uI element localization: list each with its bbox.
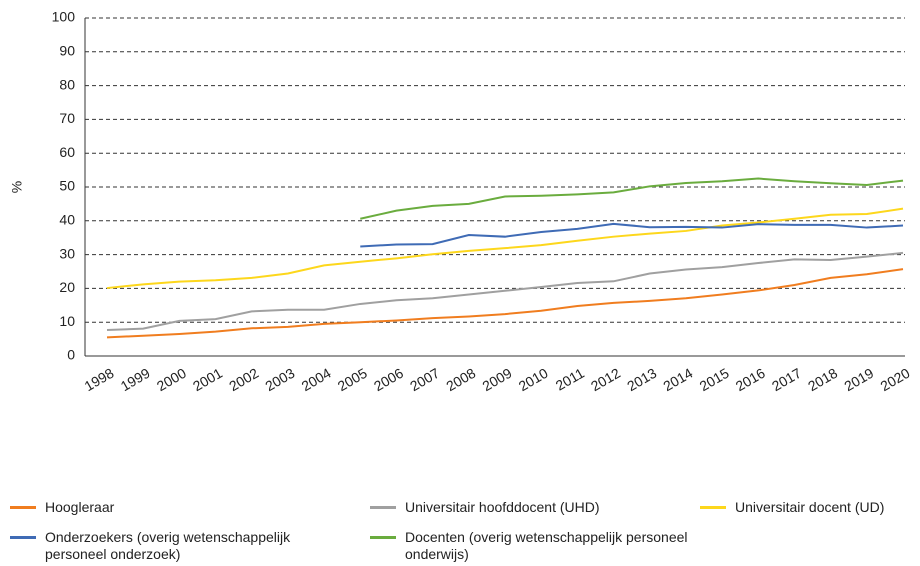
legend-label: Onderzoekers (overig wetenschappelijk pe… <box>45 529 291 562</box>
x-tick-label: 2019 <box>841 365 876 395</box>
x-tick-label: 2020 <box>878 365 913 395</box>
x-tick-label: 2010 <box>516 365 551 395</box>
legend-label: Universitair hoofddocent (UHD) <box>405 499 600 515</box>
x-tick-label: 2013 <box>624 365 659 395</box>
y-tick-label: 30 <box>59 245 75 261</box>
x-tick-label: 2015 <box>697 365 732 395</box>
series-line <box>106 251 904 331</box>
y-tick-label: 20 <box>59 279 75 295</box>
y-tick-label: 10 <box>59 313 75 329</box>
x-tick-label: 2014 <box>660 365 695 395</box>
y-tick-label: 80 <box>59 76 75 92</box>
x-tick-label: 2007 <box>407 365 442 395</box>
legend-label: Docenten (overig wetenschappelijk person… <box>405 529 688 562</box>
x-tick-label: 2011 <box>553 365 587 394</box>
chart: % 0 10 20 30 40 50 60 70 80 90 100 1998 1999 2000 2001… <box>9 9 913 395</box>
legend-swatch <box>10 536 36 539</box>
y-tick-label: 100 <box>52 9 76 25</box>
series-line <box>106 268 904 339</box>
y-tick-label: 50 <box>59 178 75 194</box>
x-tick-label: 2004 <box>299 365 334 395</box>
x-tick-label: 1998 <box>82 365 117 395</box>
x-tick-label: 2012 <box>588 365 623 395</box>
x-tick-label: 1999 <box>118 365 153 395</box>
x-tick-label: 2018 <box>805 365 840 395</box>
x-tick-label: 2003 <box>262 365 297 395</box>
x-tick-label: 2009 <box>480 365 515 395</box>
y-tick-label: 0 <box>67 347 75 363</box>
y-tick-label: 60 <box>59 144 75 160</box>
legend-swatch <box>700 506 726 509</box>
x-tick-label: 2001 <box>190 365 225 395</box>
legend-label: Universitair docent (UD) <box>735 499 885 515</box>
y-tick-label: 40 <box>59 212 75 228</box>
series-line <box>106 207 904 290</box>
y-tick-label: 70 <box>59 110 75 126</box>
legend-swatch <box>370 536 396 539</box>
series-line <box>360 177 904 220</box>
y-tick-label: 90 <box>59 43 75 59</box>
series-line <box>360 222 904 248</box>
x-tick-label: 2005 <box>335 365 370 395</box>
legend-swatch <box>10 506 36 509</box>
legend-label: Hoogleraar <box>45 499 115 515</box>
x-tick-label: 2002 <box>226 365 261 395</box>
x-tick-label: 2017 <box>769 365 804 395</box>
legend-swatch <box>370 506 396 509</box>
x-tick-label: 2016 <box>733 365 768 395</box>
y-axis-label: % <box>9 181 25 193</box>
x-tick-label: 2006 <box>371 365 406 395</box>
x-tick-label: 2008 <box>443 365 478 395</box>
x-tick-label: 2000 <box>154 365 189 395</box>
